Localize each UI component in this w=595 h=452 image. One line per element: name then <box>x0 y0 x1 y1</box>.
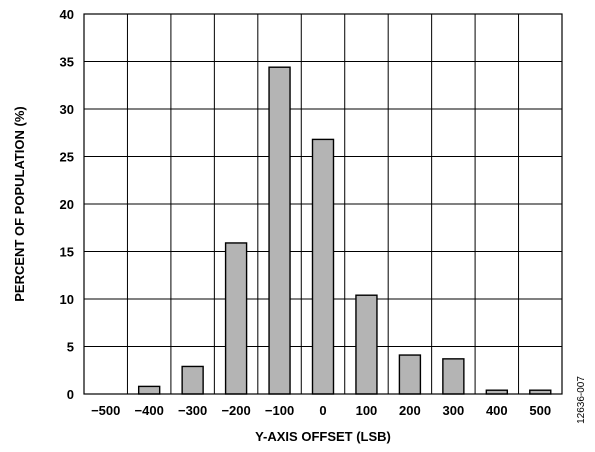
x-tick-label: −500 <box>91 403 120 418</box>
plot-frame <box>83 13 563 395</box>
bar-200 <box>398 354 422 395</box>
bar--300 <box>181 365 204 395</box>
x-tick-label: 300 <box>443 403 465 418</box>
y-tick-label: 5 <box>67 340 74 355</box>
x-tick-label: −100 <box>265 403 294 418</box>
chart-bars <box>137 66 552 395</box>
y-tick-label: 40 <box>60 7 74 22</box>
bar-300 <box>442 358 465 395</box>
x-axis-label: Y-AXIS OFFSET (LSB) <box>255 429 391 444</box>
x-tick-label: 400 <box>486 403 508 418</box>
y-tick-label: 20 <box>60 197 74 212</box>
x-tick-labels: −500 −400 −300 −200 −100 0 100 200 300 400 500 <box>91 403 551 418</box>
bar--400 <box>137 385 161 395</box>
y-tick-label: 15 <box>60 245 74 260</box>
bar--100 <box>268 66 291 395</box>
y-tick-label: 10 <box>60 292 74 307</box>
bar--200 <box>224 242 248 395</box>
y-tick-label: 35 <box>60 55 74 70</box>
x-tick-label: −300 <box>178 403 207 418</box>
y-tick-labels: 0 5 10 15 20 25 30 35 40 <box>60 7 74 402</box>
y-axis-label: PERCENT OF POPULATION (%) <box>12 106 27 301</box>
y-tick-label: 0 <box>67 387 74 402</box>
y-tick-label: 25 <box>60 150 74 165</box>
bar-0 <box>311 138 335 395</box>
y-tick-label: 30 <box>60 102 74 117</box>
bar-100 <box>355 294 378 395</box>
x-tick-label: 0 <box>319 403 326 418</box>
figure-id: 12636-007 <box>576 376 587 424</box>
x-tick-label: 200 <box>399 403 421 418</box>
x-tick-label: 500 <box>529 403 551 418</box>
x-tick-label: −400 <box>135 403 164 418</box>
x-tick-label: −200 <box>221 403 250 418</box>
x-tick-label: 100 <box>356 403 378 418</box>
